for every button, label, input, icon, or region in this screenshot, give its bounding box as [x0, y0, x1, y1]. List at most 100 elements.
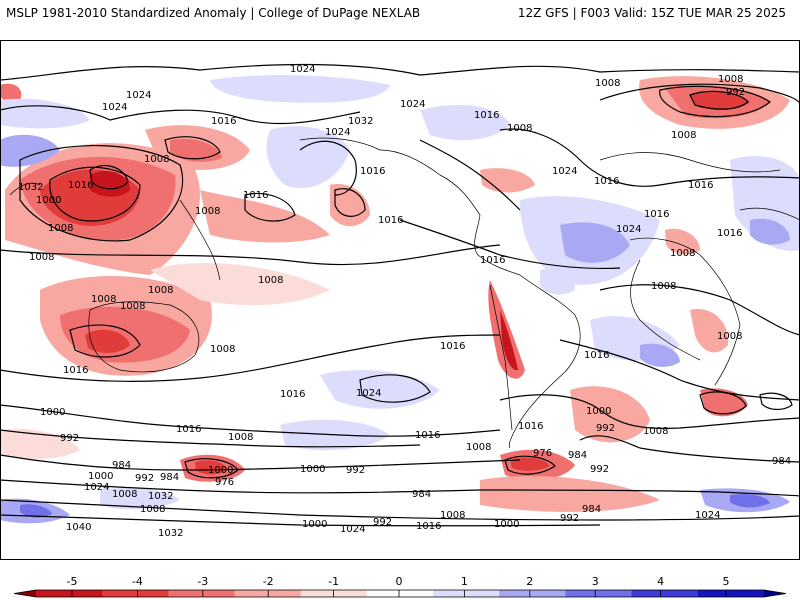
- isobar-label: 1008: [112, 489, 137, 500]
- isobar-label: 1032: [148, 491, 173, 502]
- isobar-label: 1016: [176, 424, 201, 435]
- colorbar-tick-label: 0: [396, 575, 403, 588]
- colorbar-tick-label: 4: [657, 575, 664, 588]
- isobar-label: 1000: [300, 464, 325, 475]
- negative-anomaly-areas: [0, 76, 790, 512]
- isobar-label: 976: [533, 448, 552, 459]
- isobar-label: 1000: [494, 519, 519, 530]
- isobar-label: 1008: [144, 154, 169, 165]
- isobar-label: 1024: [616, 224, 641, 235]
- isobar-label: 984: [412, 489, 431, 500]
- isobar-label: 984: [582, 504, 601, 515]
- isobar-label: 1008: [670, 248, 695, 259]
- colorbar-tick-label: 1: [461, 575, 468, 588]
- isobar-label: 1016: [440, 341, 465, 352]
- isobar-label: 1008: [717, 331, 742, 342]
- isobar-label: 1008: [466, 442, 491, 453]
- isobar-label: 1008: [120, 301, 145, 312]
- colorbar-segments: [13, 589, 787, 598]
- isobar-label: 1024: [400, 99, 425, 110]
- colorbar-segment: [433, 590, 500, 597]
- isobar-label: 1016: [63, 365, 88, 376]
- isobar-label: 992: [373, 517, 392, 528]
- colorbar-segment: [366, 590, 434, 597]
- isobar-label: 1008: [643, 426, 668, 437]
- isobar-label: 1008: [671, 130, 696, 141]
- colorbar-tick-label: -5: [67, 575, 78, 588]
- isobar-label: 1024: [290, 64, 315, 75]
- isobar-label: 1024: [325, 127, 350, 138]
- colorbar-high-extension: [764, 590, 786, 597]
- isobar-label: 1008: [140, 504, 165, 515]
- isobar-label: 1000: [36, 195, 61, 206]
- isobar-label: 1016: [280, 389, 305, 400]
- isobar-label: 1016: [474, 110, 499, 121]
- isobar-label: 1008: [210, 344, 235, 355]
- isobar-label: 1032: [158, 528, 183, 539]
- isobar-label: 1008: [507, 123, 532, 134]
- isobar-label: 984: [160, 472, 179, 483]
- isobar-label: 992: [596, 423, 615, 434]
- isobar-label: 1032: [348, 116, 373, 127]
- isobar-label: 1032: [18, 182, 43, 193]
- isobar-label: 992: [726, 87, 745, 98]
- colorbar-tick-label: -2: [263, 575, 274, 588]
- model-valid-time: 12Z GFS | F003 Valid: 15Z TUE MAR 25 202…: [517, 6, 786, 20]
- isobar-label: 992: [60, 433, 79, 444]
- anomaly-map: 1024 1024 1024 1024 1024 1024 1024 1024 …: [0, 40, 800, 560]
- isobar-label: 984: [568, 450, 587, 461]
- isobar-label: 1016: [243, 190, 268, 201]
- colorbar-tick-label: -3: [197, 575, 208, 588]
- isobar-label: 1008: [48, 223, 73, 234]
- isobar-label: 976: [215, 477, 234, 488]
- colorbar-segment: [168, 590, 236, 597]
- isobar-label: 1016: [644, 209, 669, 220]
- isobar-label: 1016: [480, 255, 505, 266]
- isobar-label: 1000: [208, 465, 233, 476]
- isobar-label: 1008: [595, 78, 620, 89]
- isobar-label: 1008: [258, 275, 283, 286]
- coastlines: [9, 137, 800, 449]
- isobar-label: 1016: [416, 521, 441, 532]
- isobar-label: 992: [560, 513, 579, 524]
- isobar-label: 1016: [518, 421, 543, 432]
- colorbar-tick-label: -1: [328, 575, 339, 588]
- colorbar-segment: [36, 590, 103, 597]
- colorbar-segment: [300, 590, 368, 597]
- isobar-label: 1024: [340, 524, 365, 535]
- isobar-label: 1000: [88, 471, 113, 482]
- isobar-contours: [0, 63, 800, 527]
- isobar-label: 984: [112, 460, 131, 471]
- isobar-label: 1016: [68, 180, 93, 191]
- colorbar-tick-label: 2: [526, 575, 533, 588]
- isobar-label: 1024: [102, 102, 127, 113]
- colorbar-segment: [102, 590, 169, 597]
- isobar-label: 1016: [594, 176, 619, 187]
- isobar-label: 1008: [440, 510, 465, 521]
- map-title: MSLP 1981-2010 Standardized Anomaly | Co…: [6, 6, 421, 20]
- isobar-label: 1008: [651, 281, 676, 292]
- isobar-label: 1008: [148, 285, 173, 296]
- colorbar-segment: [697, 590, 765, 597]
- isobar-label: 1000: [586, 406, 611, 417]
- isobar-label: 1016: [688, 180, 713, 191]
- isobar-label: 992: [346, 465, 365, 476]
- colorbar-outline: [13, 589, 787, 598]
- isobar-label: 1024: [126, 90, 151, 101]
- isobar-label: 1008: [91, 294, 116, 305]
- isobar-labels: 1024 1024 1024 1024 1024 1024 1024 1024 …: [18, 64, 791, 539]
- isobar-label: 992: [590, 464, 609, 475]
- isobar-label: 1024: [552, 166, 577, 177]
- isobar-label: 1040: [66, 522, 91, 533]
- isobar-label: 984: [772, 456, 791, 467]
- isobar-label: 1008: [29, 252, 54, 263]
- isobar-label: 1008: [195, 206, 220, 217]
- isobar-label: 1016: [378, 215, 403, 226]
- colorbar-segment: [631, 590, 699, 597]
- anomaly-colorbar: -5 -4 -3 -2 -1 0 1 2 3 4 5: [13, 575, 787, 598]
- isobar-label: 992: [135, 473, 154, 484]
- isobar-label: 1008: [718, 74, 743, 85]
- positive-anomaly-areas: [0, 75, 800, 524]
- colorbar-ticks: -5 -4 -3 -2 -1 0 1 2 3 4 5: [67, 575, 730, 597]
- isobar-label: 1016: [415, 430, 440, 441]
